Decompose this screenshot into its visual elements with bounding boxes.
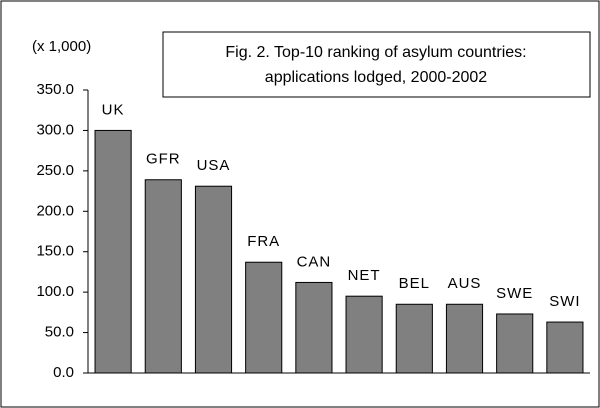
y-tick-label: 100.0 [36, 283, 74, 300]
bar-category-label: AUS [448, 275, 482, 292]
y-tick-label: 200.0 [36, 202, 74, 219]
bar [395, 303, 433, 374]
title-box [162, 31, 591, 98]
y-tick-label: 300.0 [36, 121, 74, 138]
bar [546, 321, 584, 374]
y-tick-label: 150.0 [36, 243, 74, 260]
y-tick-label: 0.0 [53, 364, 74, 381]
bar [496, 313, 534, 374]
y-axis-label: (x 1,000) [32, 38, 91, 55]
bar [194, 185, 233, 374]
y-tick-label: 50.0 [45, 324, 74, 341]
chart-title: Fig. 2. Top-10 ranking of asylum countri… [225, 44, 526, 61]
bar [245, 261, 283, 374]
bar-category-label: CAN [297, 253, 332, 270]
y-tick-label: 350.0 [36, 81, 74, 98]
bar-category-label: FRA [247, 233, 280, 250]
bar-category-label: SWI [549, 293, 580, 310]
bar-category-label: BEL [399, 275, 430, 292]
bar [295, 281, 333, 374]
bar [94, 129, 132, 374]
bar [345, 295, 383, 374]
y-tick-label: 250.0 [36, 162, 74, 179]
bar-category-label: SWE [496, 285, 533, 302]
bar [445, 303, 484, 374]
bar [144, 179, 182, 374]
bar-category-label: NET [348, 267, 381, 284]
bar-category-label: GFR [146, 151, 181, 168]
bar-category-label: UK [102, 101, 125, 118]
bar-category-label: USA [197, 157, 231, 174]
chart-title: applications lodged, 2000-2002 [265, 69, 488, 86]
